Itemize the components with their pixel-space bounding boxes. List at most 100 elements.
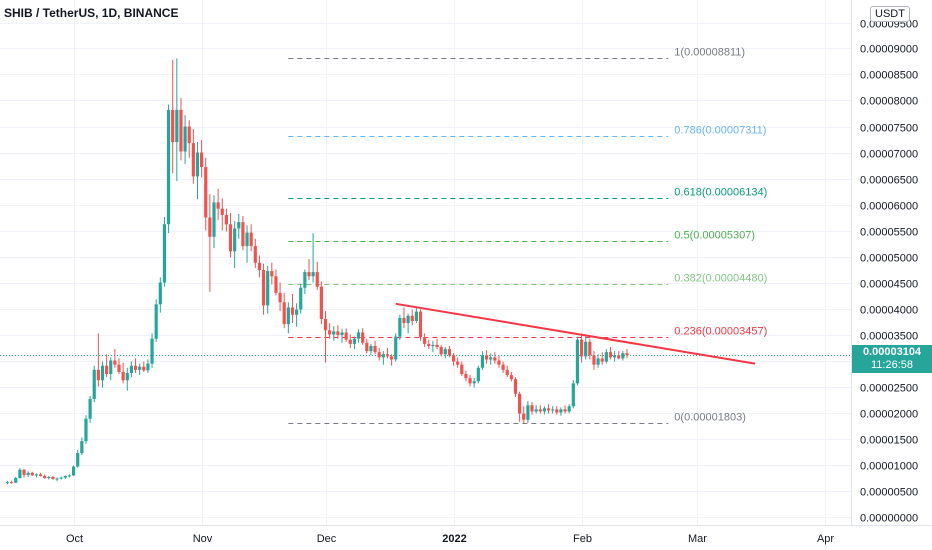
candle-body [38, 474, 43, 476]
price-tick-label: 0.00001500 [860, 435, 918, 447]
candle-body [26, 472, 30, 475]
candle-body [423, 337, 427, 344]
candle-body [625, 353, 629, 356]
candle-body [76, 453, 80, 467]
candle-body [340, 332, 344, 336]
price-tick-label: 0.00002000 [860, 409, 918, 421]
candle-body [509, 375, 513, 380]
candle-body [513, 379, 518, 394]
candle-body [22, 469, 26, 475]
candle-body [534, 409, 538, 412]
candle-body [270, 271, 274, 277]
candle-body [323, 318, 328, 331]
candle-body [30, 472, 34, 476]
candle-body [389, 356, 394, 360]
candle-body [315, 272, 319, 287]
candle-body [183, 126, 187, 152]
candle-body [373, 345, 377, 353]
candle-body [336, 331, 340, 336]
candle-body [414, 311, 418, 321]
candle-body [530, 405, 534, 412]
candle-body [133, 365, 138, 370]
candle-body [427, 343, 431, 346]
candle-body [220, 208, 224, 215]
candle-body [129, 365, 133, 373]
candle-body [418, 311, 423, 338]
candle-body [208, 217, 212, 237]
candle-body [311, 272, 315, 277]
candle-body [480, 355, 485, 368]
candle-body [282, 302, 286, 325]
grid-lines [0, 0, 851, 525]
candle-body [348, 339, 352, 344]
candle-body [439, 346, 443, 355]
candle-body [303, 272, 307, 288]
candle-body [447, 349, 452, 356]
price-tick-label: 0.00006500 [860, 175, 918, 187]
candle-body [571, 383, 575, 407]
candle-body [195, 152, 200, 177]
candle-body [456, 361, 460, 365]
candle-body [158, 282, 162, 305]
time-tick-label: Oct [66, 533, 83, 545]
fib-level-label: 0.786(0.00007311) [674, 125, 766, 137]
candle-body [369, 345, 373, 352]
price-tick-label: 0.00009000 [860, 44, 918, 56]
candle-body [307, 272, 311, 277]
candle-body [489, 357, 493, 360]
candle-body [92, 369, 96, 399]
candle-body [10, 482, 14, 484]
candle-body [200, 152, 204, 168]
candle-body [579, 339, 584, 357]
candle-body [344, 332, 348, 340]
candle-body [431, 344, 435, 346]
candle-body [109, 360, 113, 375]
currency-unit-badge[interactable]: USDT [870, 6, 910, 22]
candle-body [546, 408, 551, 411]
candle-body [51, 476, 55, 480]
candle-body [84, 418, 88, 442]
candle-body [538, 409, 542, 412]
candle-body [555, 409, 559, 413]
candle-body [567, 406, 571, 412]
candle-body [617, 355, 621, 359]
plot-background [0, 0, 851, 525]
candle-body [34, 474, 39, 476]
price-axis[interactable]: 0.00000000 0.00000500 0.00001000 0.00001500… [860, 19, 918, 525]
candle-body [166, 109, 171, 225]
candle-body [216, 202, 220, 209]
candle-body [261, 270, 266, 306]
candle-body [5, 482, 10, 484]
candle-body [212, 202, 216, 237]
candle-body [356, 332, 361, 339]
price-tick-label: 0.00005000 [860, 253, 918, 265]
candle-countdown: 11:26:58 [870, 359, 913, 371]
candle-body [365, 342, 369, 352]
fib-level-label: 0.618(0.00006134) [674, 187, 767, 199]
candle-body [175, 109, 179, 143]
candle-body [67, 475, 72, 477]
price-tick-label: 0.00000500 [860, 487, 918, 499]
fib-level-label: 0(0.00001803) [674, 412, 746, 424]
fib-level-label: 0.236(0.00003457) [674, 326, 767, 338]
candle-body [604, 352, 608, 362]
chart-title: SHIB / TetherUS, 1D, BINANCE [4, 6, 179, 20]
time-axis[interactable]: Oct Nov Dec 2022 Feb Mar Apr [66, 533, 834, 545]
candle-body [47, 476, 51, 479]
candle-body [18, 469, 22, 479]
time-tick-label: Mar [688, 533, 707, 545]
trendline[interactable] [395, 302, 756, 365]
candle-body [596, 358, 600, 365]
candle-body [100, 365, 105, 381]
candle-body [63, 475, 67, 478]
fibonacci-retracement[interactable]: 1(0.00008811) 0.786(0.00007311) 0.618(0.00… [288, 47, 767, 424]
candle-body [286, 307, 290, 325]
price-tick-label: 0.00004000 [860, 305, 918, 317]
candle-body [443, 349, 447, 355]
candle-body [505, 369, 509, 376]
candle-body [493, 357, 497, 361]
candle-body [299, 287, 303, 310]
candle-body [179, 109, 183, 152]
candle-body [435, 344, 439, 347]
